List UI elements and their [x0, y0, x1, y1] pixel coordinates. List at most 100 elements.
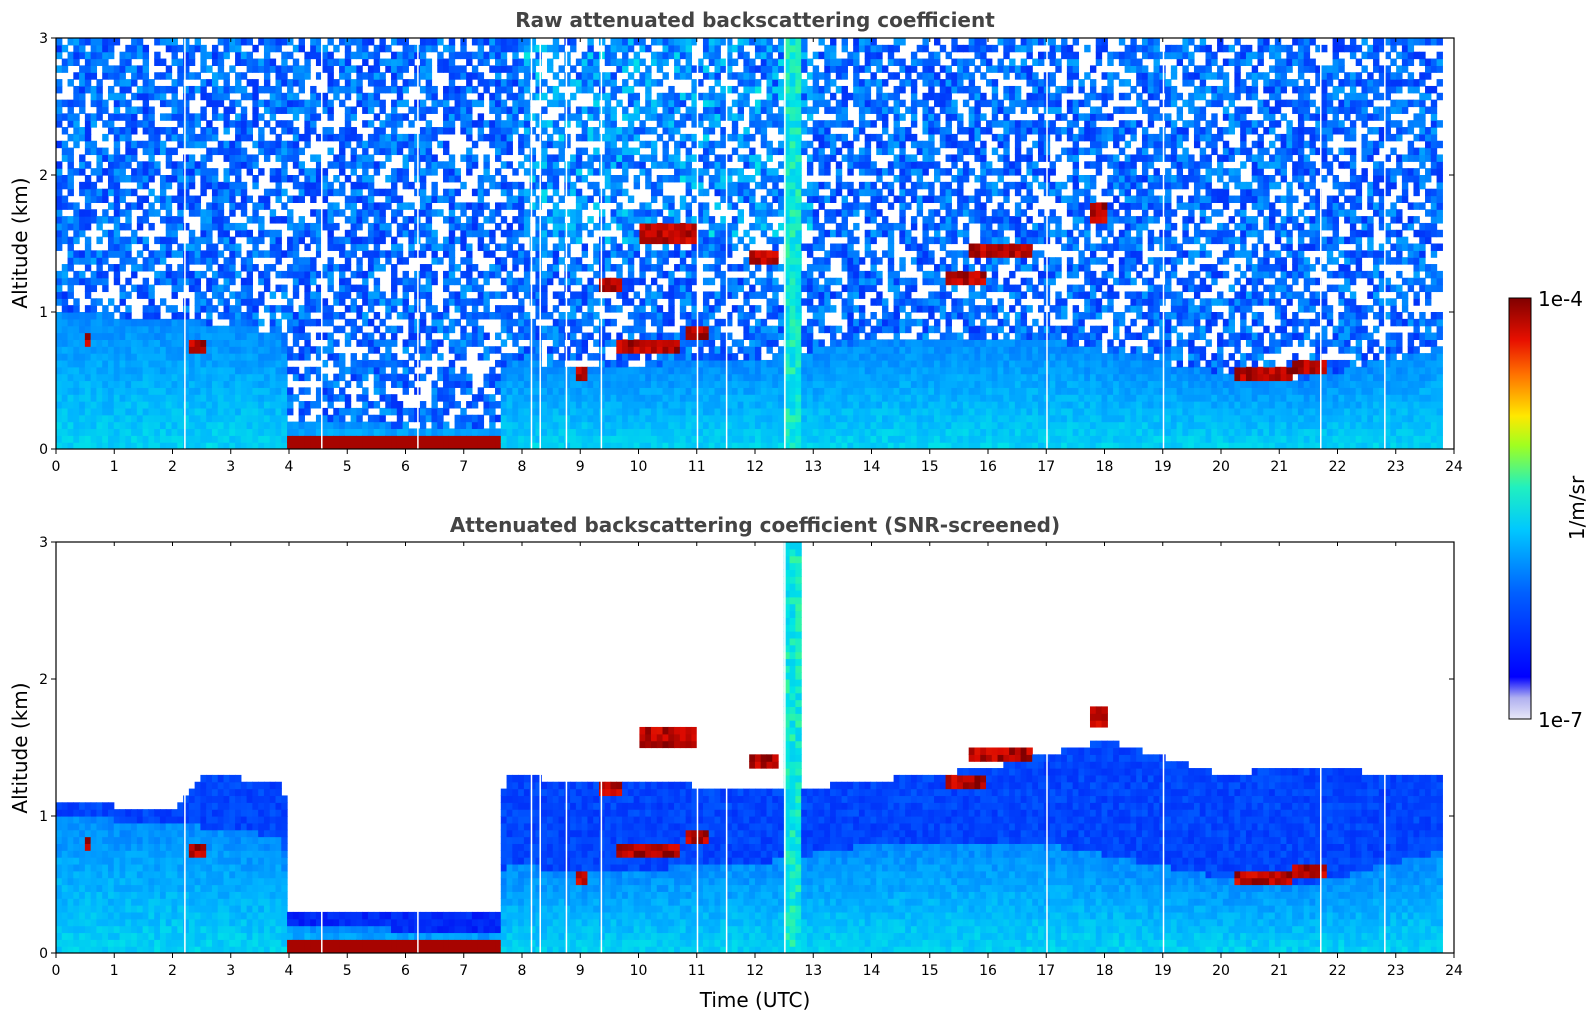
heatmap-cell — [269, 435, 277, 443]
heatmap-cell — [223, 270, 230, 279]
heatmap-cell — [240, 202, 248, 210]
heatmap-cell — [275, 346, 282, 354]
heatmap-cell — [535, 291, 542, 299]
heatmap-cell — [697, 65, 704, 73]
heatmap-cell — [471, 325, 479, 334]
heatmap-cell — [281, 442, 288, 449]
heatmap-cell — [668, 414, 675, 423]
heatmap-cell — [714, 353, 721, 361]
heatmap-cell — [148, 222, 155, 231]
heatmap-cell — [362, 147, 369, 156]
heatmap-cell — [668, 44, 675, 53]
heatmap-cell — [581, 407, 589, 416]
heatmap-cell — [523, 168, 531, 176]
heatmap-cell — [385, 188, 392, 197]
heatmap-cell — [362, 270, 369, 279]
heatmap-cell — [402, 175, 409, 183]
heatmap-cell — [425, 209, 433, 217]
heatmap-cell — [610, 44, 617, 53]
heatmap-cell — [662, 380, 669, 388]
heatmap-cell — [598, 407, 606, 416]
heatmap-cell — [177, 359, 184, 368]
heatmap-cell — [598, 236, 606, 245]
heatmap-cell — [183, 85, 190, 94]
heatmap-cell — [263, 394, 271, 402]
heatmap-cell — [125, 332, 132, 340]
heatmap-cell — [679, 202, 687, 210]
heatmap-cell — [714, 346, 721, 354]
heatmap-cell — [90, 270, 98, 279]
heatmap-cell — [697, 442, 704, 449]
heatmap-cell — [356, 428, 363, 436]
heatmap-cell — [188, 92, 196, 101]
heatmap-cell — [79, 435, 86, 443]
heatmap-cell — [315, 113, 323, 121]
heatmap-cell — [506, 85, 513, 94]
heatmap-cell — [518, 140, 525, 149]
heatmap-cell — [674, 359, 681, 368]
heatmap-cell — [518, 257, 525, 265]
heatmap-cell — [489, 38, 496, 46]
heatmap-cell — [148, 428, 155, 436]
heatmap-cell — [679, 113, 687, 121]
heatmap-cell — [679, 168, 687, 176]
heatmap-cell — [183, 188, 190, 197]
heatmap-cell — [419, 229, 427, 238]
heatmap-cell — [362, 106, 369, 114]
heatmap-cell — [315, 387, 323, 395]
heatmap-cell — [362, 284, 369, 293]
heatmap-cell — [419, 318, 427, 327]
heatmap-cell — [483, 51, 490, 60]
heatmap-cell — [229, 222, 236, 231]
heatmap-cell — [506, 442, 513, 449]
heatmap-cell — [379, 209, 386, 217]
heatmap-cell — [79, 373, 86, 382]
heatmap-cell — [454, 298, 461, 306]
heatmap-cell — [656, 99, 664, 108]
heatmap-cell — [575, 373, 583, 382]
heatmap-cell — [443, 127, 450, 135]
heatmap-cell — [298, 407, 305, 416]
heatmap-cell — [136, 407, 144, 416]
heatmap-cell — [211, 222, 219, 231]
heatmap-cell — [339, 291, 346, 299]
heatmap-cell — [529, 353, 537, 361]
heatmap-cell — [650, 318, 658, 327]
heatmap-cell — [477, 209, 485, 217]
heatmap-cell — [339, 168, 346, 176]
heatmap-cell — [639, 346, 646, 354]
heatmap-cell — [171, 79, 178, 87]
heatmap-cell — [408, 312, 415, 320]
heatmap-cell — [200, 435, 207, 443]
heatmap-cell — [188, 414, 196, 423]
heatmap-cell — [292, 243, 300, 251]
heatmap-cell — [385, 85, 392, 94]
heatmap-cell — [90, 257, 98, 265]
heatmap-cell — [604, 106, 612, 114]
heatmap-cell — [506, 332, 513, 340]
heatmap-cell — [448, 428, 456, 436]
heatmap-cell — [697, 373, 704, 382]
heatmap-cell — [142, 339, 150, 347]
heatmap-cell — [206, 99, 213, 108]
heatmap-cell — [223, 229, 230, 238]
heatmap-cell — [275, 270, 282, 279]
heatmap-cell — [125, 120, 132, 128]
heatmap-cell — [183, 373, 190, 382]
heatmap-cell — [500, 291, 508, 299]
heatmap-cell — [350, 332, 357, 340]
heatmap-cell — [61, 195, 69, 203]
heatmap-cell — [460, 421, 467, 430]
heatmap-cell — [79, 209, 86, 217]
heatmap-cell — [714, 58, 721, 66]
heatmap-cell — [217, 195, 225, 203]
heatmap-cell — [206, 318, 213, 327]
heatmap-cell — [344, 216, 352, 224]
heatmap-cell — [679, 38, 687, 46]
heatmap-cell — [177, 366, 184, 375]
heatmap-cell — [246, 51, 253, 60]
heatmap-cell — [616, 421, 623, 430]
heatmap-cell — [581, 414, 589, 423]
heatmap-cell — [691, 222, 698, 231]
heatmap-cell — [489, 175, 496, 183]
